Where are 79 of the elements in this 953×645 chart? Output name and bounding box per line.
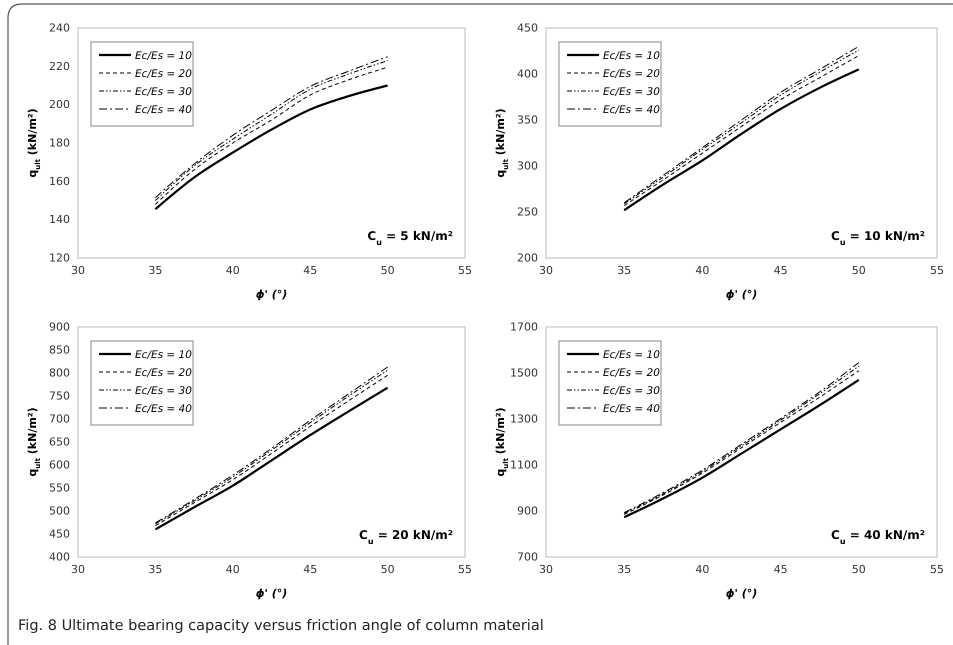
- annotation: C$_{u}$ = 20 kN/m²: [359, 528, 453, 546]
- y-tick-label: 180: [49, 136, 70, 150]
- legend-label: Ec/Es = 20: [603, 367, 660, 379]
- x-tick-label: 40: [226, 562, 240, 576]
- annotation: C$_{u}$ = 40 kN/m²: [831, 528, 925, 546]
- legend-label: Ec/Es = 40: [603, 403, 660, 415]
- y-tick-label: 250: [517, 206, 538, 219]
- y-tick-label: 400: [49, 550, 70, 564]
- y-tick-label: 300: [517, 160, 538, 173]
- y-tick-label: 450: [49, 528, 70, 541]
- y-tick-label: 600: [49, 458, 70, 472]
- legend-label: Ec/Es = 30: [135, 86, 192, 98]
- y-tick-label: 160: [49, 174, 70, 188]
- legend-label: Ec/Es = 10: [603, 50, 660, 62]
- annotation: C$_{u}$ = 5 kN/m²: [367, 229, 453, 246]
- x-tick-label: 50: [852, 562, 866, 576]
- y-tick-label: 1700: [510, 320, 538, 334]
- y-tick-label: 700: [517, 550, 538, 564]
- legend-label: Ec/Es = 20: [603, 68, 660, 80]
- y-tick-label: 800: [49, 366, 70, 380]
- y-tick-label: 900: [49, 320, 70, 334]
- legend-label: Ec/Es = 40: [603, 104, 660, 116]
- y-tick-label: 1300: [510, 412, 538, 426]
- x-tick-label: 30: [539, 264, 553, 277]
- y-tick-label: 400: [517, 68, 538, 81]
- x-tick-label: 40: [695, 264, 710, 277]
- x-tick-label: 40: [695, 562, 710, 576]
- y-tick-label: 850: [49, 344, 70, 357]
- y-tick-label: 500: [49, 504, 70, 518]
- x-tick-label: 35: [148, 562, 162, 576]
- x-tick-label: 45: [303, 264, 318, 277]
- x-tick-label: 50: [380, 264, 395, 277]
- x-tick-label: 40: [226, 264, 240, 277]
- y-tick-label: 750: [49, 390, 70, 403]
- caption: Fig. 8 Ultimate bearing capacity versus friction angle of column material: [18, 618, 544, 634]
- x-tick-label: 35: [617, 264, 632, 277]
- x-tick-label: 50: [380, 562, 395, 576]
- y-tick-label: 140: [49, 213, 70, 226]
- y-tick-label: 650: [49, 436, 70, 449]
- x-tick-label: 45: [303, 562, 318, 576]
- x-tick-label: 35: [617, 562, 632, 576]
- y-tick-label: 1100: [510, 458, 538, 472]
- x-tick-label: 30: [539, 562, 553, 576]
- legend-label: Ec/Es = 30: [603, 385, 660, 397]
- legend-label: Ec/Es = 40: [135, 104, 192, 116]
- y-tick-label: 550: [49, 482, 70, 495]
- annotation: C$_{u}$ = 10 kN/m²: [831, 229, 925, 246]
- legend-label: Ec/Es = 30: [135, 385, 192, 397]
- x-tick-label: 45: [774, 562, 788, 576]
- x-axis-title: ϕ' (°): [256, 587, 288, 600]
- x-axis-title: ϕ' (°): [256, 288, 288, 301]
- x-axis-title: ϕ' (°): [726, 288, 758, 301]
- y-tick-label: 1500: [510, 366, 538, 380]
- x-tick-label: 55: [458, 264, 472, 277]
- x-tick-label: 55: [458, 562, 472, 576]
- x-tick-label: 35: [148, 264, 162, 277]
- legend-label: Ec/Es = 20: [135, 68, 192, 80]
- legend-label: Ec/Es = 40: [135, 403, 192, 415]
- x-tick-label: 55: [930, 264, 944, 277]
- y-tick-label: 220: [49, 60, 70, 73]
- y-tick-label: 900: [517, 504, 538, 518]
- legend-label: Ec/Es = 20: [135, 367, 192, 379]
- y-tick-label: 700: [49, 412, 70, 426]
- y-tick-label: 450: [517, 22, 538, 35]
- x-tick-label: 55: [930, 562, 944, 576]
- x-axis-title: ϕ' (°): [726, 587, 758, 600]
- x-tick-label: 30: [71, 264, 85, 277]
- x-tick-label: 45: [774, 264, 788, 277]
- y-tick-label: 200: [49, 98, 70, 112]
- legend-label: Ec/Es = 30: [603, 86, 660, 98]
- y-tick-label: 240: [49, 22, 70, 35]
- legend-label: Ec/Es = 10: [603, 349, 660, 361]
- y-tick-label: 350: [517, 114, 538, 127]
- y-tick-label: 200: [517, 252, 538, 265]
- x-tick-label: 30: [71, 562, 85, 576]
- y-tick-label: 120: [49, 252, 70, 265]
- legend-label: Ec/Es = 10: [135, 349, 192, 361]
- x-tick-label: 50: [852, 264, 866, 277]
- legend-label: Ec/Es = 10: [135, 50, 192, 62]
